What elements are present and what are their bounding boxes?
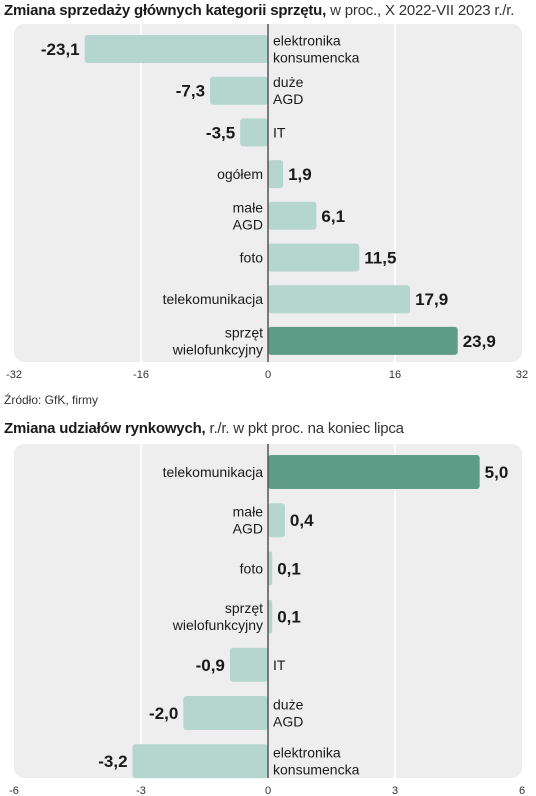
chart1-bar <box>268 160 284 189</box>
chart1-bar <box>240 118 268 147</box>
chart1-bar <box>268 243 360 272</box>
chart1-bar <box>84 35 268 63</box>
chart2-x-tick-label: 0 <box>265 785 271 796</box>
chart1-data-label: -3,5 <box>206 123 235 142</box>
chart2-bar <box>183 696 268 730</box>
chart2-data-label: -2,0 <box>149 704 178 723</box>
chart2-title-main: Zmiana udziałów rynkowych, <box>4 420 206 437</box>
chart2-category-label: małe AGD <box>233 504 264 537</box>
chart2-bar <box>268 503 285 538</box>
chart1-data-label: 11,5 <box>364 249 396 268</box>
chart1-category-label: duże AGD <box>273 74 304 107</box>
chart1-data-label: 6,1 <box>321 207 345 226</box>
chart1-bar <box>268 326 458 355</box>
chart1-x-tick-label: 16 <box>389 369 401 381</box>
chart2-category-label: duże AGD <box>273 697 304 730</box>
chart1-category-label: IT <box>273 124 286 140</box>
chart2-x-tick-label: 6 <box>519 785 525 796</box>
chart2-data-label: 0,1 <box>277 608 301 627</box>
chart1-data-label: 23,9 <box>463 332 496 351</box>
chart1-data-label: -7,3 <box>176 82 205 101</box>
chart1-category-label: telekomunikacja <box>163 291 264 307</box>
chart2-category-label: foto <box>240 560 264 576</box>
chart2-title: Zmiana udziałów rynkowych, r./r. w pkt p… <box>4 420 404 437</box>
chart2-category-label: IT <box>273 657 286 673</box>
chart2-bar <box>268 455 480 489</box>
source-note: Źródło: GfK, firmy <box>4 393 99 407</box>
chart2-category-label: telekomunikacja <box>163 464 264 480</box>
chart2-data-label: 0,1 <box>277 559 301 578</box>
chart1-category-label: sprzęt wielofunkcyjny <box>172 324 263 357</box>
chart1-data-label: 17,9 <box>415 290 448 309</box>
chart1-category-label: foto <box>240 250 264 266</box>
chart2-data-label: 0,4 <box>290 511 314 530</box>
chart1-bar <box>268 201 317 230</box>
chart2-x-tick-label: -3 <box>136 785 146 796</box>
market-share-change-chart: -6 -3 0 3 6 5,0 telekomunikacja 0,4 małe AGD 0,1 fo… <box>9 444 525 796</box>
chart2-x-tick-label: 3 <box>392 785 398 796</box>
chart2-category-label: sprzęt wielofunkcyjny <box>172 600 263 633</box>
chart2-subtitle: r./r. w pkt proc. na koniec lipca <box>209 420 404 437</box>
sales-change-chart: -32 -16 0 16 32 -23,1 elektronika konsumencka -7… <box>6 24 528 381</box>
chart2-x-tick-label: -6 <box>9 785 19 796</box>
chart1-x-tick-label: 32 <box>516 369 528 381</box>
chart2-bar <box>229 647 268 682</box>
chart1-x-tick-label: 0 <box>265 369 271 381</box>
chart2-data-label: -3,2 <box>98 752 127 771</box>
chart1-title-main: Zmiana sprzedaży głównych kategorii sprz… <box>4 2 327 19</box>
chart2-bar <box>268 551 273 586</box>
chart1-bar <box>268 285 411 314</box>
chart1-title: Zmiana sprzedaży głównych kategorii sprz… <box>4 2 514 19</box>
chart2-bar <box>268 599 273 634</box>
chart1-subtitle: w proc., X 2022-VII 2023 r./r. <box>330 2 515 19</box>
chart1-x-tick-label: -32 <box>6 369 22 381</box>
chart2-category-label: elektronika konsumencka <box>273 745 360 778</box>
chart2-data-label: -0,9 <box>196 656 225 675</box>
chart2-data-label: 5,0 <box>485 463 509 482</box>
chart1-data-label: -23,1 <box>41 40 80 59</box>
chart2-bar <box>132 744 268 779</box>
chart1-category-label: małe AGD <box>233 199 264 232</box>
chart1-category-label: ogółem <box>217 166 263 182</box>
chart1-category-label: elektronika konsumencka <box>273 33 360 66</box>
chart1-x-tick-label: -16 <box>133 369 149 381</box>
chart1-bar <box>210 76 268 105</box>
chart1-data-label: 1,9 <box>288 165 312 184</box>
